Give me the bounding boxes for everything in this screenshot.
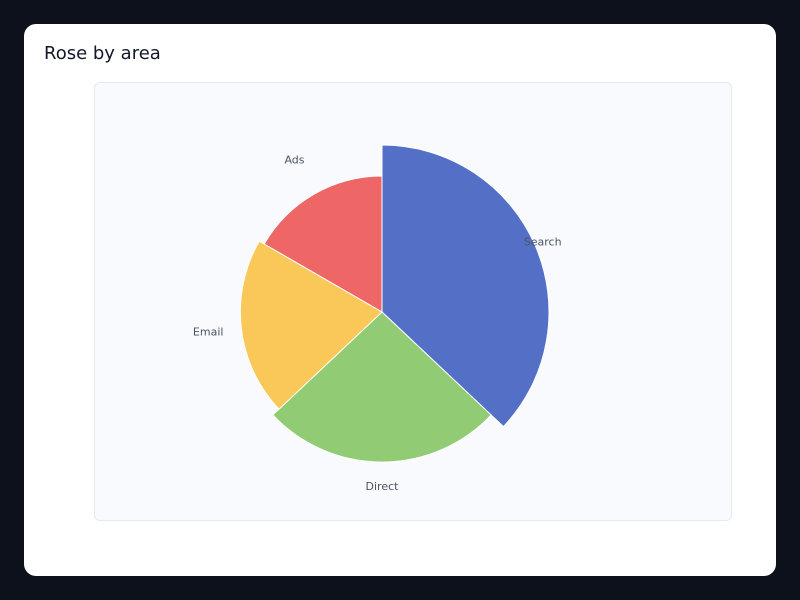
chart: Search Direct Email Ads <box>193 144 562 493</box>
rose-sector <box>381 144 550 428</box>
sector-label: Direct <box>366 480 400 493</box>
chart-title: Rose by area <box>44 43 161 64</box>
rose-sector <box>239 240 383 410</box>
rose-sector <box>272 311 492 463</box>
card: Rose by area Search Direct Email Ads <box>24 24 776 576</box>
chart-panel: Search Direct Email Ads <box>94 82 732 521</box>
rose-sector <box>263 175 383 313</box>
sector-label: Search <box>524 236 562 249</box>
sector-label: Ads <box>284 153 304 166</box>
sector-label: Email <box>193 325 224 338</box>
